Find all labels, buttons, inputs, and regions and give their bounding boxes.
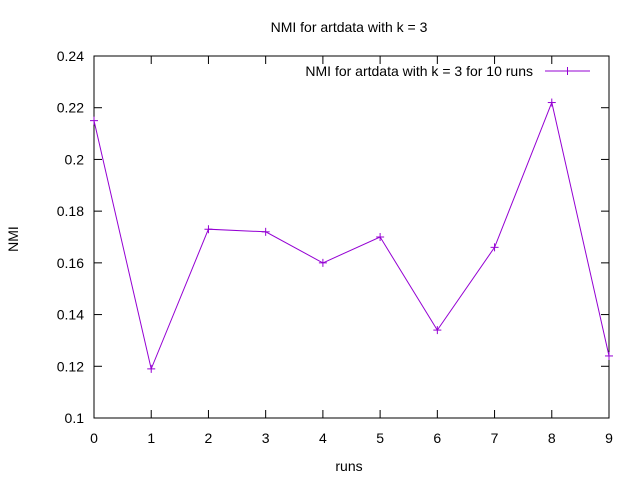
y-tick-label: 0.12	[57, 358, 84, 374]
data-point	[605, 351, 613, 360]
y-tick-label: 0.18	[57, 203, 84, 219]
data-point	[204, 225, 213, 234]
x-tick-label: 4	[319, 430, 327, 446]
data-point	[261, 227, 270, 236]
data-point	[147, 364, 156, 373]
plot-frame	[93, 55, 610, 419]
y-tick-label: 0.22	[57, 100, 84, 116]
data-point	[433, 326, 442, 335]
y-tick-label: 0.16	[57, 255, 84, 271]
data-point	[90, 116, 98, 125]
data-point	[318, 258, 327, 267]
y-tick-label: 0.24	[57, 48, 84, 64]
series-line	[93, 100, 610, 371]
data-point	[376, 233, 385, 241]
data-point	[490, 243, 499, 252]
x-tick-label: 7	[491, 430, 499, 446]
x-tick-label: 8	[548, 430, 556, 446]
y-tick-label: 0.1	[65, 410, 85, 426]
y-axis-label: NMI	[5, 226, 21, 252]
x-tick-label: 1	[147, 430, 155, 446]
y-tick-label: 0.2	[65, 151, 85, 167]
x-tick-label: 9	[605, 430, 613, 446]
legend: NMI for artdata with k = 3 for 10 runs	[305, 63, 590, 79]
y-tick-label: 0.14	[57, 307, 84, 323]
x-axis-label: runs	[335, 458, 362, 474]
x-tick-label: 6	[433, 430, 441, 446]
x-tick-label: 0	[90, 430, 98, 446]
data-point	[547, 98, 556, 107]
series-group	[90, 98, 613, 373]
x-tick-label: 3	[262, 430, 270, 446]
legend-label: NMI for artdata with k = 3 for 10 runs	[305, 63, 533, 79]
x-tick-label: 5	[376, 430, 384, 446]
chart-title: NMI for artdata with k = 3	[271, 19, 428, 35]
axes: 0.1 0.12 0.14 0.16 0.18 0.2 0.22 0.24 0 1 2 3 4 5 6 7 8 9	[57, 48, 613, 446]
x-tick-label: 2	[205, 430, 213, 446]
